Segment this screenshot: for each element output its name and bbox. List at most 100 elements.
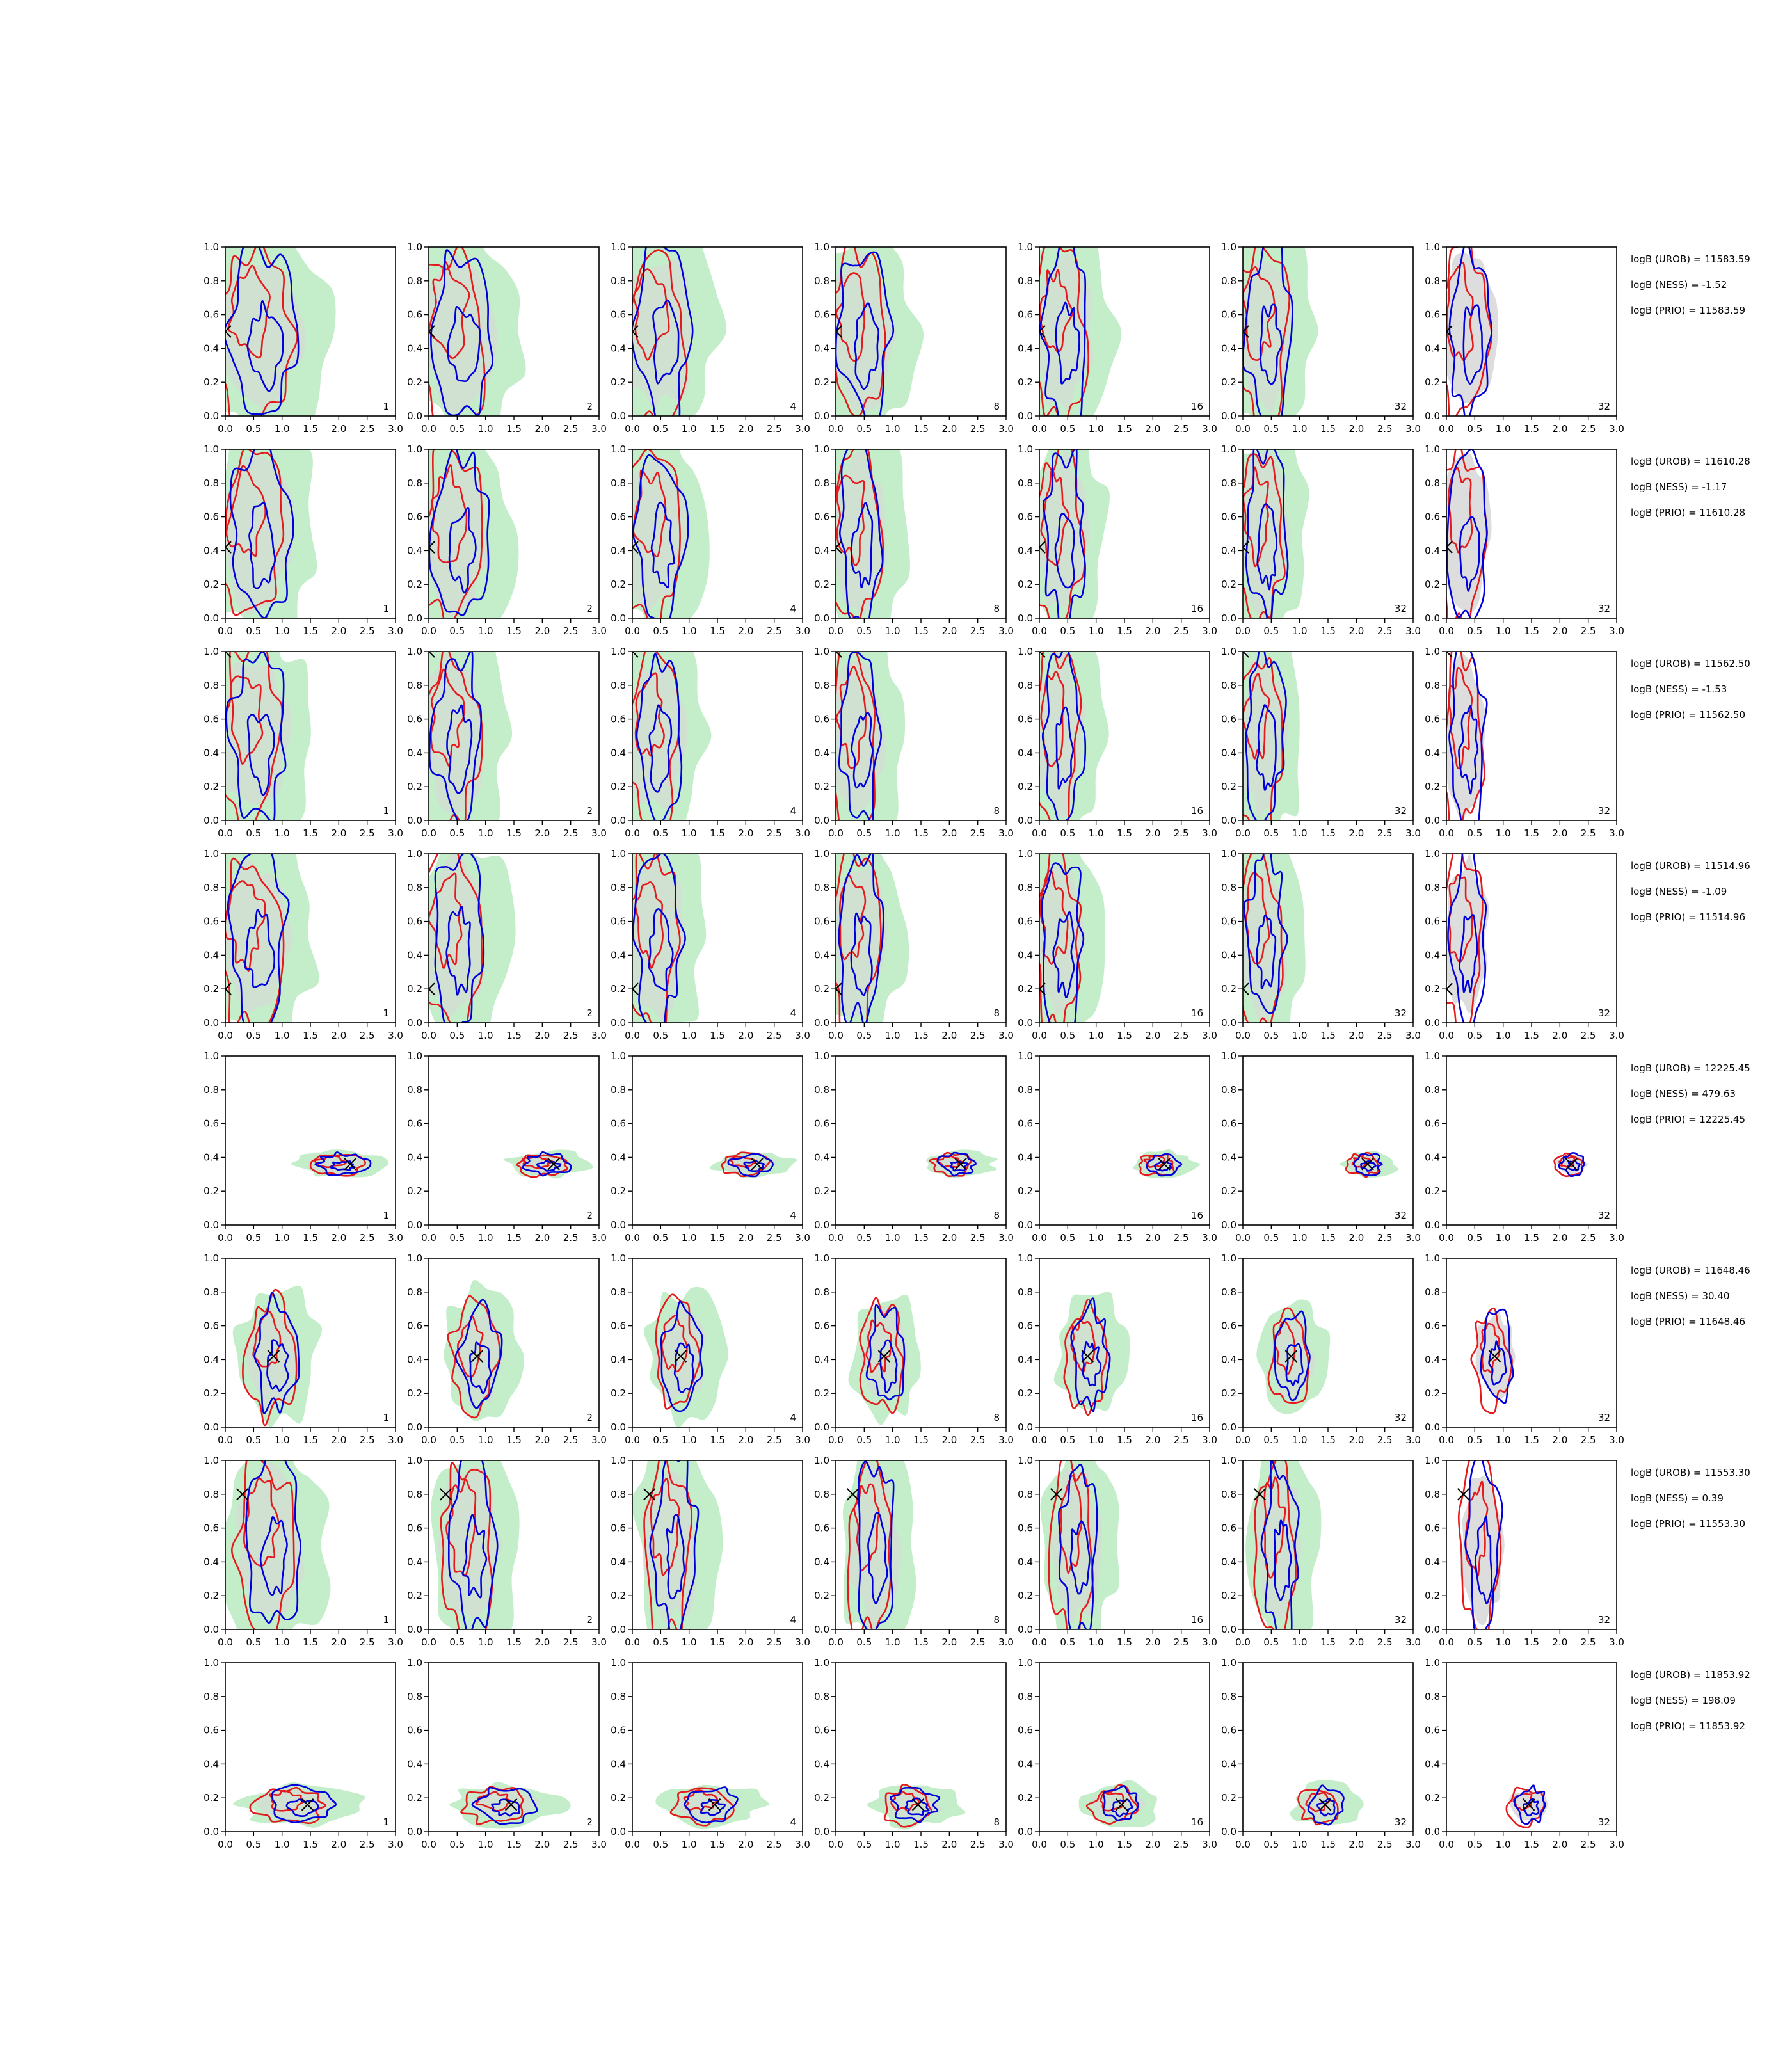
blue-contour-inner <box>1459 516 1480 592</box>
x-tick-label: 1.0 <box>682 1839 697 1850</box>
x-tick-label: 3.0 <box>1405 1839 1421 1850</box>
x-tick-label: 0.5 <box>1263 1030 1279 1041</box>
y-tick-label: 0.8 <box>814 882 829 893</box>
x-tick-label: 0.5 <box>246 625 261 637</box>
panel-count-label: 4 <box>790 603 796 614</box>
blue-contour-inner <box>1567 1159 1581 1172</box>
contour-layer <box>632 1460 723 1629</box>
y-tick-label: 0.2 <box>407 376 422 388</box>
red-contour-inner <box>243 1477 280 1567</box>
red-contour-outer <box>1505 1786 1546 1828</box>
y-tick-label: 0.2 <box>1018 1185 1033 1197</box>
blue-contour-inner <box>666 1514 685 1600</box>
blue-contour-inner <box>285 1798 319 1818</box>
contour-layer <box>429 247 526 416</box>
x-tick-label: 2.0 <box>1145 1839 1160 1850</box>
x-tick-label: 0.0 <box>1032 1232 1047 1244</box>
y-tick-label: 0.4 <box>814 545 829 556</box>
red-contour-inner <box>230 675 264 765</box>
y-tick-label: 0.2 <box>1425 1590 1440 1601</box>
y-tick-label: 1.0 <box>814 1455 829 1466</box>
y-tick-label: 0.4 <box>204 1758 219 1770</box>
y-tick-label: 1.0 <box>407 1050 422 1062</box>
x-tick-label: 2.0 <box>1145 423 1160 435</box>
grey-density-inner <box>429 459 490 617</box>
x-tick-label: 3.0 <box>795 1232 810 1244</box>
plot-area <box>1446 1258 1617 1427</box>
y-tick-label: 0.8 <box>1018 1691 1033 1702</box>
y-tick-label: 0.6 <box>814 714 829 725</box>
x-tick-label: 3.0 <box>998 1839 1014 1850</box>
y-tick-label: 0.8 <box>204 1286 219 1298</box>
grey-density-inner <box>632 259 694 408</box>
contour-layer <box>632 247 726 416</box>
blue-contour-outer <box>1260 1460 1300 1629</box>
true-value-cross-marker <box>632 541 639 554</box>
red-contour-inner <box>1447 467 1473 554</box>
x-tick-label: 2.0 <box>534 828 550 839</box>
blue-contour-outer <box>245 1460 301 1624</box>
blue-contour-outer <box>225 652 287 820</box>
true-value-cross-marker <box>1446 982 1453 995</box>
x-tick-label: 1.5 <box>1320 1839 1336 1850</box>
y-tick-label: 0.4 <box>1018 1758 1033 1770</box>
contour-layer <box>225 1460 331 1629</box>
blue-contour-outer <box>227 854 290 1023</box>
y-tick-label: 0.0 <box>1425 815 1440 826</box>
x-tick-label: 1.5 <box>1524 1232 1539 1244</box>
y-tick-label: 1.0 <box>814 1657 829 1668</box>
x-tick-label: 1.5 <box>1524 1839 1539 1850</box>
blue-contour-inner <box>448 506 477 594</box>
panel-count-label: 32 <box>1598 1412 1610 1423</box>
x-tick-label: 1.0 <box>1496 1030 1511 1041</box>
subplot-r6-c1: 0.0 0.5 1.0 1.5 2.0 2.5 3.0 0.0 0.2 0.4 0.6 0.8 1.0 1 <box>204 1252 403 1446</box>
panel-count-label: 8 <box>993 805 1000 817</box>
red-contour-outer <box>1267 1307 1309 1404</box>
blue-contour-inner <box>1256 503 1278 591</box>
x-tick-label: 0.5 <box>1467 828 1482 839</box>
x-tick-label: 1.5 <box>1524 625 1539 637</box>
y-tick-label: 1.0 <box>611 1455 626 1466</box>
x-tick-label: 0.0 <box>625 1030 640 1041</box>
x-tick-label: 1.0 <box>682 1636 697 1648</box>
x-tick-label: 2.0 <box>331 423 346 435</box>
contour-layer <box>225 449 317 618</box>
y-tick-label: 0.6 <box>1221 714 1236 725</box>
x-tick-label: 1.5 <box>913 1434 929 1446</box>
panel-count-label: 4 <box>790 401 796 412</box>
x-tick-label: 3.0 <box>1202 828 1217 839</box>
y-tick-label: 0.8 <box>814 1489 829 1500</box>
plot-area <box>836 1056 1006 1225</box>
y-tick-label: 0.6 <box>1425 1725 1440 1736</box>
y-tick-label: 1.0 <box>1425 241 1440 253</box>
y-tick-label: 0.0 <box>1425 1421 1440 1433</box>
contour-layer <box>632 449 710 618</box>
x-tick-label: 2.5 <box>1377 1636 1393 1648</box>
x-tick-label: 1.5 <box>506 1232 522 1244</box>
x-tick-label: 1.5 <box>1117 423 1132 435</box>
y-tick-label: 0.6 <box>1221 1320 1236 1332</box>
x-tick-label: 2.5 <box>1581 625 1596 637</box>
contour-layer <box>1078 1780 1158 1828</box>
y-tick-label: 0.4 <box>611 1151 626 1163</box>
x-tick-label: 3.0 <box>998 423 1014 435</box>
y-tick-label: 0.8 <box>814 1084 829 1096</box>
x-tick-label: 0.0 <box>421 1232 436 1244</box>
x-tick-label: 1.0 <box>885 1636 900 1648</box>
x-tick-label: 3.0 <box>1609 423 1624 435</box>
blue-contour-inner <box>447 306 481 383</box>
x-tick-label: 2.0 <box>738 1839 753 1850</box>
y-tick-label: 0.6 <box>407 1725 422 1736</box>
x-tick-label: 0.0 <box>625 828 640 839</box>
y-tick-label: 0.2 <box>1425 1792 1440 1804</box>
x-tick-label: 1.5 <box>710 1636 725 1648</box>
blue-contour-inner <box>536 1160 562 1172</box>
x-tick-label: 1.0 <box>1089 1030 1104 1041</box>
y-tick-label: 0.0 <box>407 1421 422 1433</box>
red-contour-outer <box>1457 1460 1502 1629</box>
y-tick-label: 0.2 <box>1018 579 1033 590</box>
x-tick-label: 1.5 <box>506 1636 522 1648</box>
y-tick-label: 0.4 <box>814 1556 829 1567</box>
y-tick-label: 0.6 <box>1018 1320 1033 1332</box>
subplot-r7-c6: 0.0 0.5 1.0 1.5 2.0 2.5 3.0 0.0 0.2 0.4 0.6 0.8 1.0 3… <box>1221 1455 1421 1648</box>
